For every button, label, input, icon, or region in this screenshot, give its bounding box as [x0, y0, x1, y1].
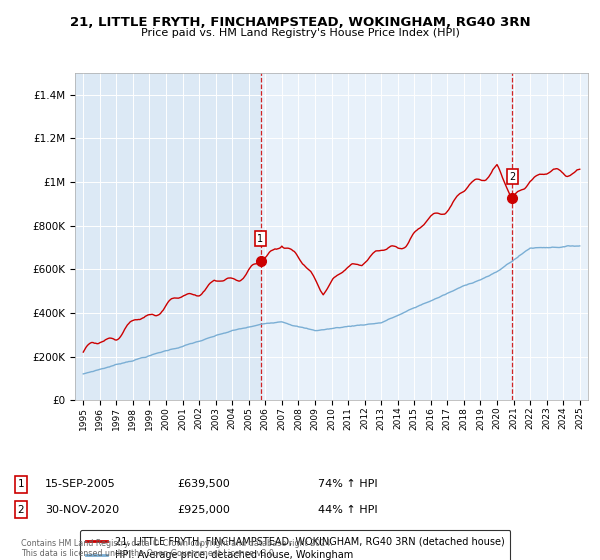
Text: 15-SEP-2005: 15-SEP-2005	[45, 479, 116, 489]
Text: £639,500: £639,500	[177, 479, 230, 489]
Text: 21, LITTLE FRYTH, FINCHAMPSTEAD, WOKINGHAM, RG40 3RN: 21, LITTLE FRYTH, FINCHAMPSTEAD, WOKINGH…	[70, 16, 530, 29]
Text: Contains HM Land Registry data © Crown copyright and database right 2024.
This d: Contains HM Land Registry data © Crown c…	[21, 539, 333, 558]
Text: 1: 1	[257, 234, 263, 244]
Text: 44% ↑ HPI: 44% ↑ HPI	[318, 505, 377, 515]
Text: 2: 2	[17, 505, 25, 515]
Text: £925,000: £925,000	[177, 505, 230, 515]
Text: 74% ↑ HPI: 74% ↑ HPI	[318, 479, 377, 489]
Text: 1: 1	[17, 479, 25, 489]
Text: 2: 2	[509, 171, 515, 181]
Text: Price paid vs. HM Land Registry's House Price Index (HPI): Price paid vs. HM Land Registry's House …	[140, 28, 460, 38]
Legend: 21, LITTLE FRYTH, FINCHAMPSTEAD, WOKINGHAM, RG40 3RN (detached house), HPI: Aver: 21, LITTLE FRYTH, FINCHAMPSTEAD, WOKINGH…	[80, 530, 511, 560]
Text: 30-NOV-2020: 30-NOV-2020	[45, 505, 119, 515]
Bar	[260, 73, 588, 400]
